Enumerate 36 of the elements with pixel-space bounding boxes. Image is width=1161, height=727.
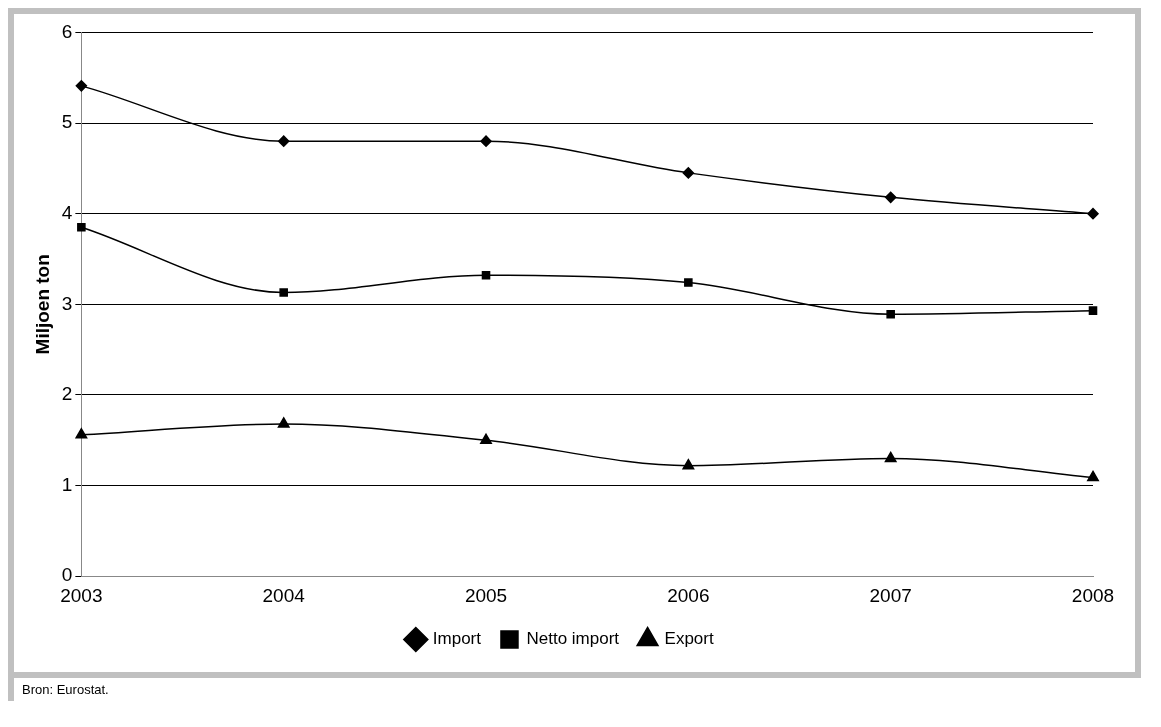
point <box>1087 207 1099 220</box>
point <box>886 309 895 319</box>
point <box>480 433 492 444</box>
y-tick-label: 4 <box>61 201 73 223</box>
x-tick-label: 2005 <box>464 584 508 606</box>
x-tick-label: 2006 <box>667 584 710 606</box>
point <box>277 417 290 428</box>
legend-label: Netto import <box>526 629 620 649</box>
x-tick-label: 2004 <box>262 584 306 606</box>
point <box>279 288 288 297</box>
point <box>75 80 88 92</box>
point <box>480 135 492 147</box>
point <box>75 428 88 439</box>
x-tick-label: 2007 <box>869 584 912 606</box>
point <box>684 278 693 287</box>
y-tick-label: 2 <box>61 383 73 405</box>
x-tick-label: 2003 <box>60 584 103 606</box>
point <box>682 458 695 470</box>
y-tick-label: 1 <box>61 473 73 495</box>
point <box>884 191 897 204</box>
point <box>1087 470 1099 482</box>
x-tick-label: 2008 <box>1071 584 1115 606</box>
legend-label: Export <box>664 629 714 649</box>
point <box>277 135 290 147</box>
y-tick-label: 3 <box>61 292 73 314</box>
point <box>682 167 695 179</box>
legend-label: Import <box>432 629 482 649</box>
y-axis-title: Miljoen ton <box>31 254 53 355</box>
point <box>884 451 897 463</box>
y-tick-label: 5 <box>61 111 73 133</box>
point <box>77 222 86 232</box>
y-tick-label: 0 <box>61 564 73 586</box>
y-tick-label: 6 <box>61 20 73 42</box>
point <box>1088 306 1098 315</box>
point <box>481 271 491 280</box>
text: Bron: Eurostat. <box>8 678 1153 701</box>
